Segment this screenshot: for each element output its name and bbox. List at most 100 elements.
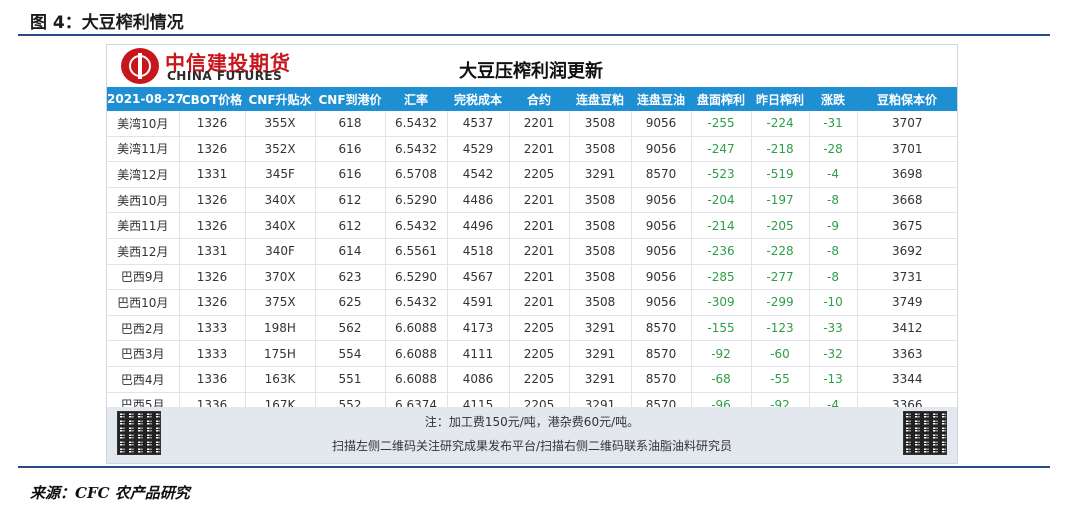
table-cell: -218 xyxy=(750,136,809,163)
table-cell: 163K xyxy=(244,366,315,393)
table-cell: 623 xyxy=(314,264,385,291)
table-cell: -32 xyxy=(808,340,857,367)
table-cell: 3508 xyxy=(568,212,631,239)
table-cell: -299 xyxy=(750,289,809,316)
table-cell: -8 xyxy=(808,238,857,265)
qr-code-right-icon[interactable] xyxy=(903,411,947,455)
table-cell: 4542 xyxy=(446,161,509,188)
table-cell: 562 xyxy=(314,315,385,342)
table-cell: 4518 xyxy=(446,238,509,265)
column-header: CBOT价格 xyxy=(179,87,245,111)
table-cell: 1326 xyxy=(178,289,245,316)
table-cell: 6.5432 xyxy=(384,289,447,316)
column-header: 2021-08-27 xyxy=(107,87,184,111)
table-cell: 4496 xyxy=(446,212,509,239)
table-cell: 美西12月 xyxy=(107,238,179,265)
table-cell: 3675 xyxy=(856,212,957,239)
source-text: 来源：CFC 农产品研究 xyxy=(30,484,190,502)
table-cell: 1331 xyxy=(178,161,245,188)
table-cell: -33 xyxy=(808,315,857,342)
table-cell: 3412 xyxy=(856,315,957,342)
table-cell: 2201 xyxy=(508,111,569,137)
table-cell: 198H xyxy=(244,315,315,342)
table-cell: 3508 xyxy=(568,238,631,265)
column-header: 汇率 xyxy=(385,87,447,111)
table-cell: 2201 xyxy=(508,136,569,163)
table-cell: -123 xyxy=(750,315,809,342)
table-row: 巴西4月 1336 163K 551 6.6088 4086 2205 3291 8570 -68… xyxy=(107,366,957,393)
table-cell: 3508 xyxy=(568,136,631,163)
table-cell: 6.6088 xyxy=(384,366,447,393)
table-cell: 3508 xyxy=(568,289,631,316)
table-cell: -236 xyxy=(690,238,751,265)
table-cell: 1326 xyxy=(178,212,245,239)
table-cell: 554 xyxy=(314,340,385,367)
table-cell: 美西11月 xyxy=(107,212,179,239)
column-header: 盘面榨利 xyxy=(691,87,751,111)
table-row: 美西11月 1326 340X 612 6.5432 4496 2201 3508 9056 -2… xyxy=(107,212,957,239)
table-cell: 3731 xyxy=(856,264,957,291)
table-cell: 618 xyxy=(314,111,385,137)
column-header: 昨日榨利 xyxy=(751,87,809,111)
qr-code-left-icon[interactable] xyxy=(117,411,161,455)
table-cell: -309 xyxy=(690,289,751,316)
column-header: CNF升贴水 xyxy=(245,87,315,111)
table-cell: 3291 xyxy=(568,340,631,367)
table-cell: 3668 xyxy=(856,187,957,214)
table-cell: 4537 xyxy=(446,111,509,137)
table-cell: -204 xyxy=(690,187,751,214)
table-cell: 370X xyxy=(244,264,315,291)
table-cell: 3508 xyxy=(568,187,631,214)
table-cell: 1331 xyxy=(178,238,245,265)
table-cell: -285 xyxy=(690,264,751,291)
table-cell: 1336 xyxy=(178,366,245,393)
table-cell: 8570 xyxy=(630,366,691,393)
table-cell: 345F xyxy=(244,161,315,188)
table-cell: -9 xyxy=(808,212,857,239)
table-cell: -92 xyxy=(690,340,751,367)
table-cell: -8 xyxy=(808,264,857,291)
table-cell: -523 xyxy=(690,161,751,188)
table-cell: 9056 xyxy=(630,238,691,265)
column-header: 合约 xyxy=(509,87,569,111)
table-cell: 614 xyxy=(314,238,385,265)
table-cell: -60 xyxy=(750,340,809,367)
table-cell: 175H xyxy=(244,340,315,367)
table-cell: 8570 xyxy=(630,161,691,188)
table-cell: 6.5561 xyxy=(384,238,447,265)
column-header: CNF到港价 xyxy=(315,87,385,111)
table-cell: -8 xyxy=(808,187,857,214)
footer-scan-instructions: 扫描左侧二维码关注研究成果发布平台/扫描右侧二维码联系油脂油料研究员 xyxy=(331,439,733,453)
table-cell: -214 xyxy=(690,212,751,239)
table-cell: 巴西3月 xyxy=(107,340,179,367)
table-cell: 340F xyxy=(244,238,315,265)
table-row: 巴西10月 1326 375X 625 6.5432 4591 2201 3508 9056 -3… xyxy=(107,289,957,316)
table-cell: 6.6088 xyxy=(384,340,447,367)
table-cell: -519 xyxy=(750,161,809,188)
table-cell: 1333 xyxy=(178,340,245,367)
table-cell: -205 xyxy=(750,212,809,239)
table-cell: 375X xyxy=(244,289,315,316)
table-cell: -277 xyxy=(750,264,809,291)
table-cell: -31 xyxy=(808,111,857,137)
table-cell: 4486 xyxy=(446,187,509,214)
table-cell: 2205 xyxy=(508,340,569,367)
table-cell: 6.5432 xyxy=(384,111,447,137)
table-cell: 美西10月 xyxy=(107,187,179,214)
table-body: 美湾10月 1326 355X 618 6.5432 4537 2201 3508 9056 -2… xyxy=(107,111,957,419)
table-cell: 4567 xyxy=(446,264,509,291)
table-row: 美湾11月 1326 352X 616 6.5432 4529 2201 3508 9056 -2… xyxy=(107,136,957,163)
table-cell: -247 xyxy=(690,136,751,163)
table-cell: 3749 xyxy=(856,289,957,316)
table-cell: 2201 xyxy=(508,289,569,316)
table-cell: 1333 xyxy=(178,315,245,342)
table-cell: 巴西4月 xyxy=(107,366,179,393)
table-cell: 美湾11月 xyxy=(107,136,179,163)
bottom-rule xyxy=(18,466,1050,468)
table-cell: 6.5290 xyxy=(384,187,447,214)
table-cell: 352X xyxy=(244,136,315,163)
table-cell: 3707 xyxy=(856,111,957,137)
table-cell: 4086 xyxy=(446,366,509,393)
footer-note: 注：加工费150元/吨，港杂费60元/吨。 xyxy=(424,415,640,429)
table-row: 巴西2月 1333 198H 562 6.6088 4173 2205 3291 8570 -15… xyxy=(107,315,957,342)
